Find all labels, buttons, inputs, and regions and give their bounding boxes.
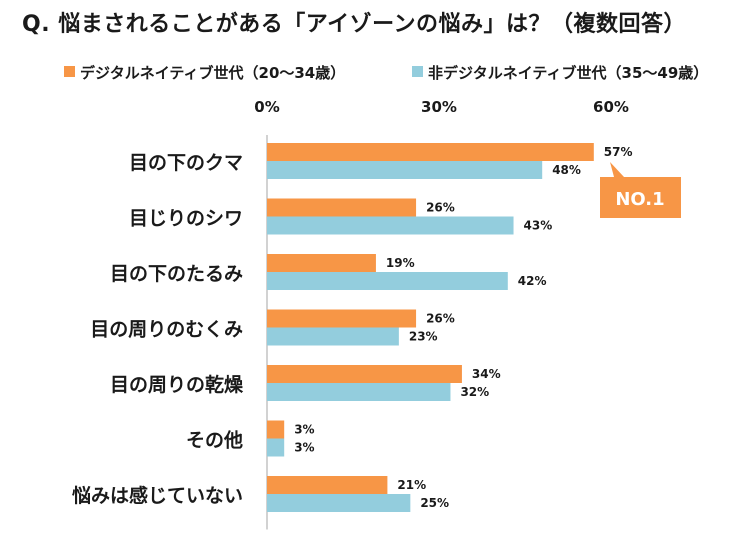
bar-series1 [267,143,594,161]
data-label-series2: 43% [524,219,553,233]
bar-series1 [267,254,376,272]
data-label-series1: 26% [426,201,455,215]
x-tick-label: 30% [421,98,457,116]
chart-title: Q. 悩まされることがある「アイゾーンの悩み」は？（複数回答） [22,12,687,37]
category-label: 目の下のクマ [129,152,243,174]
data-label-series1: 57% [604,145,633,159]
no1-callout-label: NO.1 [615,189,664,210]
bar-series2 [267,327,399,346]
bar-series1 [267,476,388,494]
data-label-series1: 19% [386,256,415,270]
bar-series2 [267,161,543,179]
data-label-series2: 42% [518,274,547,288]
bar-series2 [267,272,508,290]
category-label: 目の下のたるみ [110,263,243,285]
bar-series2 [267,494,411,512]
legend-item-non-digital-native: 非デジタルネイティブ世代（35～49歳） [412,62,708,83]
category-label: 目の周りの乾燥 [110,373,244,396]
legend-swatch-series1 [64,66,75,77]
bar-series1 [267,309,417,328]
data-label-series1: 21% [397,478,426,492]
legend-item-digital-native: デジタルネイティブ世代（20～34歳） [64,62,345,83]
data-label-series1: 34% [472,367,501,381]
bar-series2 [267,438,285,457]
bar-series2 [267,216,514,235]
legend-label-series2: 非デジタルネイティブ世代（35～49歳） [428,64,709,82]
no1-callout-box [600,162,681,218]
data-label-series2: 25% [420,496,449,510]
data-label-series2: 3% [294,441,314,455]
bar-series1 [267,365,462,383]
data-label-series1: 26% [426,312,455,326]
bar-series2 [267,383,451,401]
legend-swatch-series2 [412,66,423,77]
data-label-series1: 3% [294,423,314,437]
data-label-series2: 23% [409,330,438,344]
data-label-series2: 32% [460,385,489,399]
category-label: 悩みは感じていない [72,484,243,507]
category-label: 目の周りのむくみ [90,319,243,341]
legend-label-series1: デジタルネイティブ世代（20～34歳） [80,64,346,82]
category-label: 目じりのシワ [129,208,243,230]
x-tick-label: 60% [593,98,629,116]
data-label-series2: 48% [552,163,581,177]
bar-series1 [267,198,417,217]
x-tick-label: 0% [254,98,279,116]
category-label: その他 [186,429,243,452]
bar-series1 [267,420,285,439]
